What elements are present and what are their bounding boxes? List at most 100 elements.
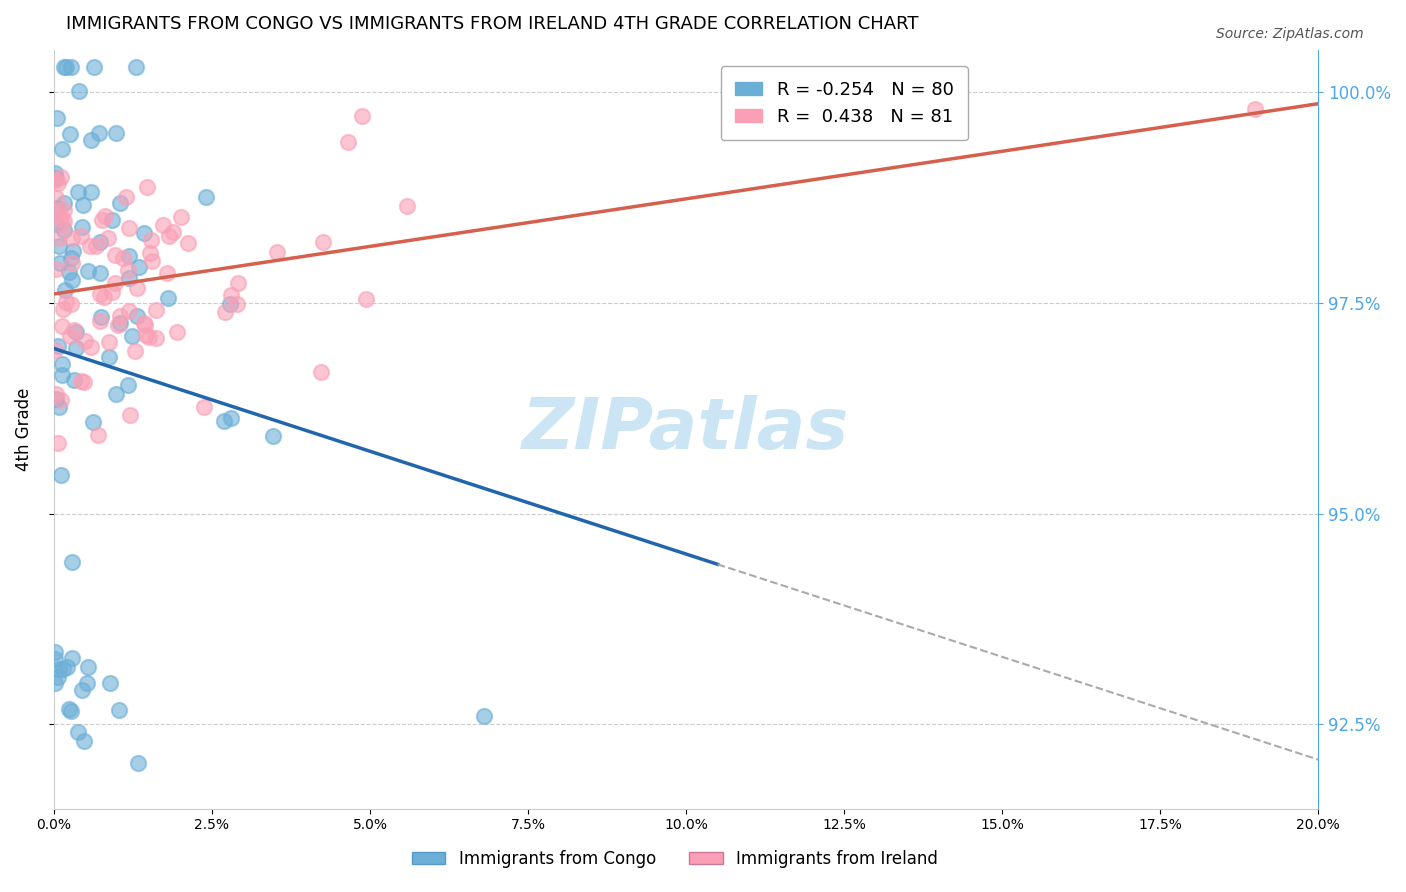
Immigrants from Congo <box>60 251 83 265</box>
Immigrants from Congo <box>51 467 73 482</box>
Immigrants from Ireland <box>141 233 163 247</box>
Immigrants from Ireland <box>89 314 111 328</box>
Immigrants from Ireland <box>226 297 249 311</box>
Immigrants from Congo <box>89 266 111 280</box>
Immigrants from Ireland <box>51 217 73 231</box>
Immigrants from Congo <box>44 675 66 690</box>
Immigrants from Ireland <box>49 392 72 407</box>
Immigrants from Ireland <box>69 374 91 388</box>
Immigrants from Congo <box>45 171 67 186</box>
Immigrants from Congo <box>219 411 242 425</box>
Immigrants from Congo <box>134 226 156 240</box>
Immigrants from Congo <box>65 326 87 340</box>
Immigrants from Congo <box>62 372 84 386</box>
Immigrants from Congo <box>118 271 141 285</box>
Immigrants from Ireland <box>60 231 83 245</box>
Immigrants from Ireland <box>177 236 200 251</box>
Text: Source: ZipAtlas.com: Source: ZipAtlas.com <box>1216 27 1364 41</box>
Immigrants from Ireland <box>266 244 288 259</box>
Immigrants from Congo <box>105 126 128 140</box>
Immigrants from Ireland <box>70 228 93 243</box>
Immigrants from Congo <box>51 142 73 156</box>
Immigrants from Congo <box>472 709 495 723</box>
Text: IMMIGRANTS FROM CONGO VS IMMIGRANTS FROM IRELAND 4TH GRADE CORRELATION CHART: IMMIGRANTS FROM CONGO VS IMMIGRANTS FROM… <box>66 15 920 33</box>
Immigrants from Ireland <box>87 428 110 442</box>
Immigrants from Congo <box>59 705 82 719</box>
Immigrants from Ireland <box>152 219 174 233</box>
Immigrants from Ireland <box>136 180 159 194</box>
Immigrants from Ireland <box>156 266 179 280</box>
Immigrants from Congo <box>121 329 143 343</box>
Immigrants from Ireland <box>45 173 67 187</box>
Immigrants from Congo <box>45 111 67 125</box>
Immigrants from Congo <box>58 265 80 279</box>
Immigrants from Congo <box>108 195 131 210</box>
Immigrants from Congo <box>127 756 149 771</box>
Immigrants from Congo <box>60 650 83 665</box>
Immigrants from Congo <box>51 368 73 383</box>
Immigrants from Ireland <box>170 211 193 225</box>
Immigrants from Congo <box>58 702 80 716</box>
Immigrants from Ireland <box>48 231 70 245</box>
Immigrants from Congo <box>52 662 75 676</box>
Immigrants from Ireland <box>124 344 146 359</box>
Immigrants from Ireland <box>97 334 120 349</box>
Immigrants from Ireland <box>101 285 124 299</box>
Immigrants from Ireland <box>145 331 167 345</box>
Legend: Immigrants from Congo, Immigrants from Ireland: Immigrants from Congo, Immigrants from I… <box>405 844 945 875</box>
Immigrants from Ireland <box>55 295 77 310</box>
Immigrants from Ireland <box>166 325 188 339</box>
Legend: R = -0.254   N = 80, R =  0.438   N = 81: R = -0.254 N = 80, R = 0.438 N = 81 <box>720 66 967 140</box>
Immigrants from Congo <box>76 676 98 690</box>
Immigrants from Congo <box>55 60 77 74</box>
Immigrants from Ireland <box>45 191 67 205</box>
Immigrants from Congo <box>110 317 132 331</box>
Immigrants from Ireland <box>132 316 155 330</box>
Immigrants from Congo <box>72 734 94 748</box>
Immigrants from Ireland <box>117 221 139 235</box>
Immigrants from Congo <box>70 683 93 698</box>
Immigrants from Congo <box>53 283 76 297</box>
Immigrants from Congo <box>48 662 70 676</box>
Immigrants from Congo <box>72 219 94 234</box>
Immigrants from Congo <box>66 724 89 739</box>
Immigrants from Ireland <box>141 254 163 268</box>
Immigrants from Congo <box>101 213 124 227</box>
Immigrants from Ireland <box>135 327 157 342</box>
Immigrants from Congo <box>44 645 66 659</box>
Immigrants from Ireland <box>44 343 66 357</box>
Immigrants from Ireland <box>114 190 136 204</box>
Immigrants from Congo <box>89 126 111 140</box>
Immigrants from Ireland <box>395 199 418 213</box>
Immigrants from Ireland <box>59 329 82 343</box>
Immigrants from Congo <box>44 166 66 180</box>
Immigrants from Ireland <box>59 297 82 311</box>
Immigrants from Ireland <box>79 239 101 253</box>
Immigrants from Ireland <box>84 239 107 253</box>
Immigrants from Congo <box>104 387 127 401</box>
Immigrants from Ireland <box>46 176 69 190</box>
Immigrants from Ireland <box>49 209 72 223</box>
Immigrants from Congo <box>45 218 67 232</box>
Immigrants from Congo <box>49 256 72 270</box>
Immigrants from Ireland <box>193 401 215 415</box>
Immigrants from Ireland <box>1244 102 1267 116</box>
Immigrants from Congo <box>97 350 120 364</box>
Immigrants from Ireland <box>104 276 127 290</box>
Immigrants from Congo <box>51 357 73 371</box>
Immigrants from Ireland <box>145 303 167 318</box>
Immigrants from Congo <box>48 239 70 253</box>
Immigrants from Ireland <box>117 263 139 277</box>
Immigrants from Ireland <box>108 309 131 323</box>
Immigrants from Ireland <box>214 305 236 319</box>
Immigrants from Congo <box>76 660 98 674</box>
Immigrants from Congo <box>125 60 148 74</box>
Immigrants from Congo <box>127 309 149 323</box>
Immigrants from Congo <box>45 392 67 406</box>
Immigrants from Ireland <box>354 292 377 306</box>
Immigrants from Ireland <box>60 256 83 270</box>
Immigrants from Ireland <box>120 409 142 423</box>
Immigrants from Ireland <box>51 318 73 333</box>
Immigrants from Ireland <box>45 262 67 277</box>
Immigrants from Ireland <box>93 290 115 304</box>
